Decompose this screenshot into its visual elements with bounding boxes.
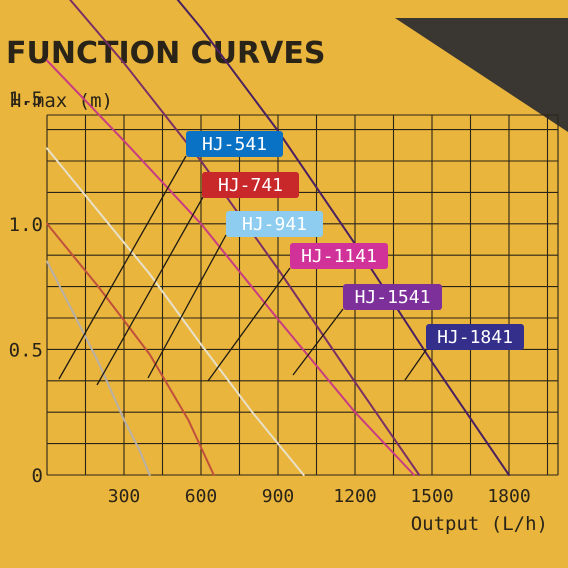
leader-line <box>96 196 204 386</box>
leader-line <box>404 349 427 381</box>
y-tick-labels: 00.51.01.52.02.5 <box>9 88 43 487</box>
series-curve <box>46 147 305 476</box>
series-label: HJ-1841 <box>437 327 513 348</box>
leader-line <box>292 308 344 376</box>
series-label-box <box>226 211 323 237</box>
series-label-box <box>426 324 524 350</box>
series-curve <box>46 59 415 476</box>
x-tick-label: 1800 <box>487 486 530 507</box>
series-label: HJ-941 <box>242 214 307 235</box>
series-label: HJ-541 <box>202 134 267 155</box>
series-curve <box>46 222 215 476</box>
y-tick-label: 0.5 <box>9 339 43 361</box>
y-tick-label: 1.5 <box>9 88 43 110</box>
x-tick-label: 900 <box>262 486 295 507</box>
leader-line <box>58 155 187 380</box>
chart-title: FUNCTION CURVES <box>6 36 325 71</box>
x-axis-label: Output (L/h) <box>411 513 548 535</box>
series-label-box <box>343 284 442 310</box>
x-tick-label: 1500 <box>410 486 453 507</box>
series-curve <box>46 260 151 476</box>
y-tick-label: 1.0 <box>9 214 43 236</box>
series-label-box <box>186 131 283 157</box>
series-label: HJ-741 <box>218 175 283 196</box>
series-label: HJ-1541 <box>355 287 431 308</box>
x-tick-labels: 300 600 900 1200 1500 1800 <box>108 486 531 507</box>
leader-line <box>147 234 227 379</box>
legend-labels: HJ-541 HJ-741 HJ-941 HJ-1141 HJ-1541 HJ-1841 <box>186 131 524 350</box>
x-tick-label: 1200 <box>333 486 376 507</box>
x-tick-label: 600 <box>185 486 218 507</box>
series-curve <box>176 0 510 476</box>
leader-line <box>207 267 291 382</box>
series-label-box <box>202 172 299 198</box>
series-label: HJ-1141 <box>301 246 377 267</box>
y-axis-label: H-max (m) <box>10 90 113 112</box>
dark-corner <box>395 18 568 132</box>
leader-lines <box>58 155 427 386</box>
x-tick-label: 300 <box>108 486 141 507</box>
series-label-box <box>290 243 388 269</box>
y-tick-label: 0 <box>32 465 43 487</box>
